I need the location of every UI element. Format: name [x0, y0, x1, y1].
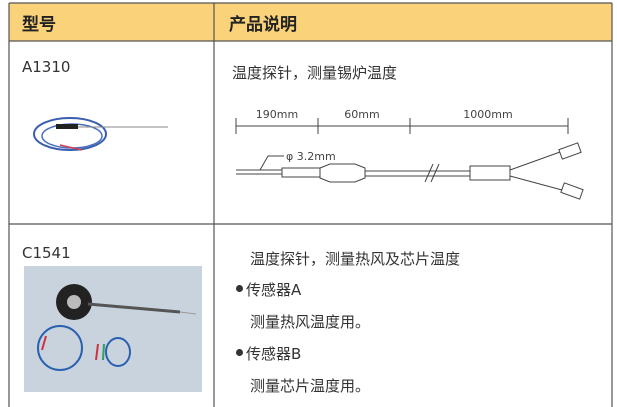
model: A1310 — [22, 58, 71, 76]
grid — [8, 2, 613, 407]
dim-label: 190mm — [256, 108, 298, 121]
bullet — [236, 349, 243, 356]
probe-photo-a — [33, 117, 168, 151]
diameter-label: φ 3.2mm — [286, 150, 336, 163]
header-model: 型号 — [22, 15, 56, 35]
header-bg — [9, 3, 612, 41]
model: C1541 — [22, 244, 71, 262]
header-description: 产品说明 — [229, 15, 297, 35]
probe-photo-c — [24, 266, 202, 392]
item-label: 传感器A — [246, 281, 302, 299]
dim-label: 60mm — [344, 108, 379, 121]
description: 温度探针，测量热风及芯片温度 — [250, 250, 461, 268]
item-detail: 测量芯片温度用。 — [250, 377, 371, 395]
description: 温度探针，测量锡炉温度 — [232, 64, 398, 82]
probe-diagram — [235, 118, 584, 200]
item-label: 传感器B — [246, 345, 302, 363]
item-detail: 测量热风温度用。 — [250, 313, 371, 331]
dim-label: 1000mm — [463, 108, 512, 121]
bullet — [236, 285, 243, 292]
